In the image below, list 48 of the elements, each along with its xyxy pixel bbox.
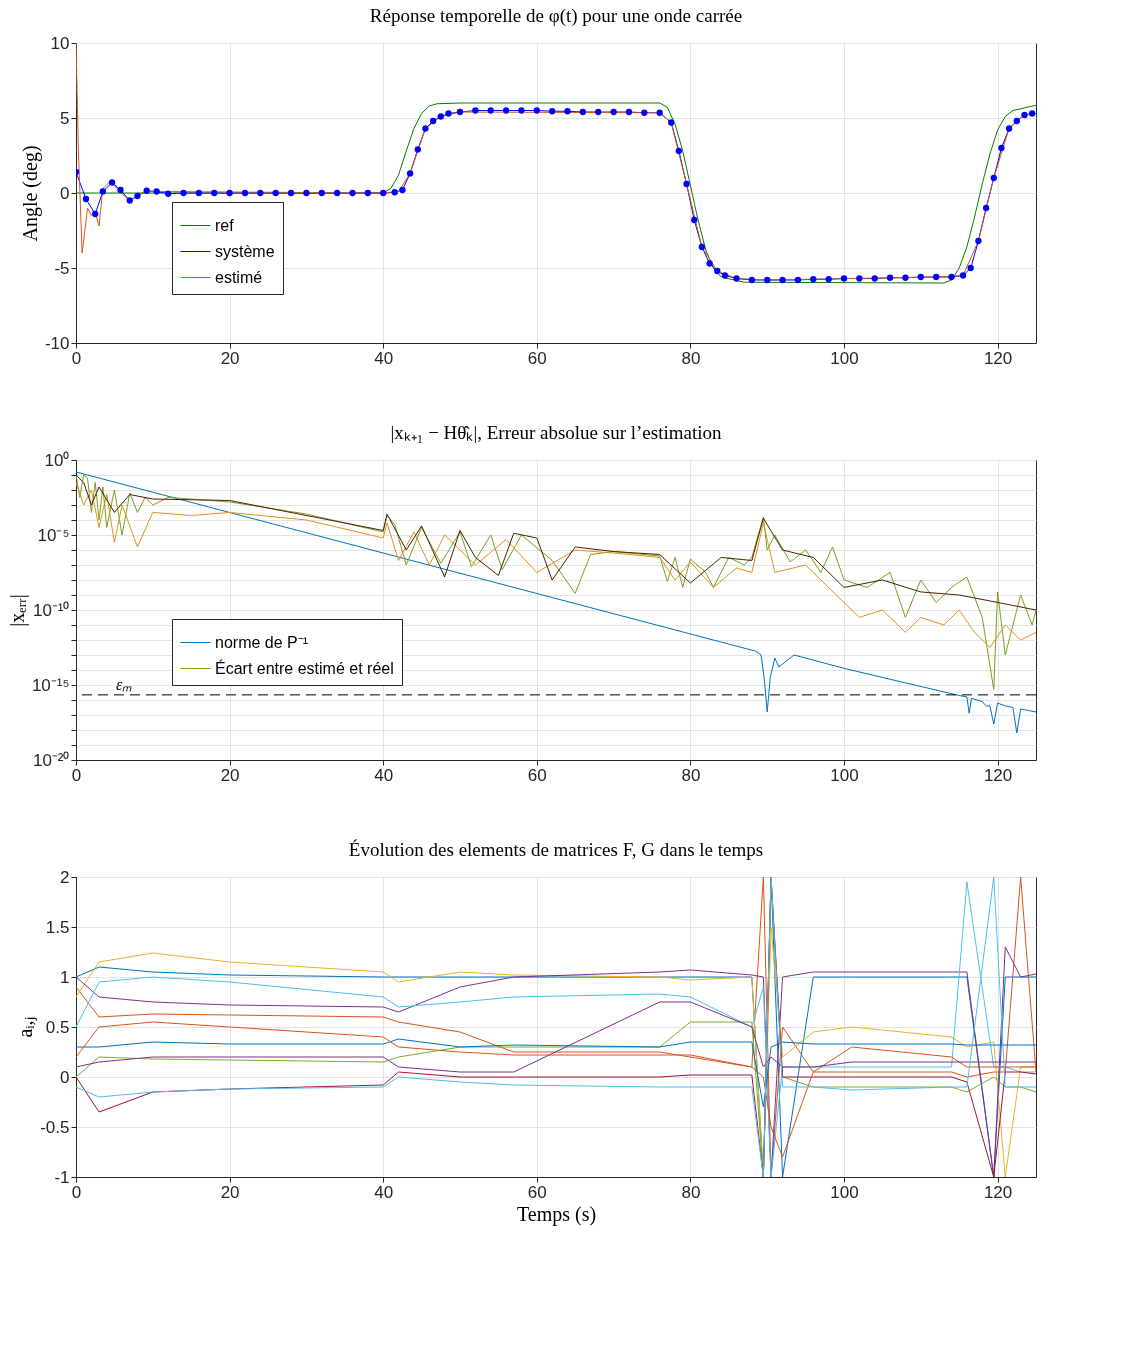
y-tick-label: 10⁻¹⁰ xyxy=(32,600,70,620)
chart-title: Évolution des elements de matrices F, G dans le temps xyxy=(348,839,764,860)
x-tick-label: 40 xyxy=(374,348,394,368)
chart-title: Réponse temporelle de φ(t) pour une onde carrée xyxy=(369,5,743,27)
y-tick-label: -5 xyxy=(54,258,70,278)
legend-label: ref xyxy=(215,216,235,234)
y-tick-label: 10⁻⁵ xyxy=(37,525,70,545)
x-tick-label: 100 xyxy=(830,765,859,785)
x-tick-label: 20 xyxy=(220,1182,240,1202)
x-tick-label: 120 xyxy=(983,1182,1013,1202)
y-tick-label: -10 xyxy=(44,333,70,353)
y-tick-label: 10⁰ xyxy=(44,450,70,470)
y-axis-title: aᵢ,ⱼ xyxy=(14,1017,38,1038)
y-tick-label: 5 xyxy=(60,108,70,128)
y-tick-label: 0 xyxy=(60,1067,70,1087)
x-tick-label: 40 xyxy=(374,1182,394,1202)
legend-label: estimé xyxy=(215,268,263,286)
x-tick-label: 80 xyxy=(681,765,701,785)
x-axis-title: Temps (s) xyxy=(516,1202,597,1226)
y-axis-title: |xₑᵣᵣ| xyxy=(5,594,29,627)
ref-line-label: εₘ xyxy=(116,675,133,693)
y-tick-label: 0.5 xyxy=(45,1017,70,1037)
y-tick-label: 1 xyxy=(60,967,70,987)
x-tick-label: 100 xyxy=(830,348,859,368)
x-tick-label: 80 xyxy=(681,1182,701,1202)
x-tick-label: 60 xyxy=(527,1182,547,1202)
y-tick-label: 10⁻²⁰ xyxy=(32,750,70,770)
x-tick-label: 120 xyxy=(983,348,1013,368)
y-tick-label: -1 xyxy=(54,1167,70,1187)
y-tick-label: 10 xyxy=(50,33,70,53)
chart-title: |xₖ₊₁ − Hθ̂ₖ|, Erreur absolue sur l’estimation xyxy=(390,422,723,443)
y-tick-label: 0 xyxy=(60,183,70,203)
x-tick-label: 100 xyxy=(830,1182,859,1202)
x-tick-label: 40 xyxy=(374,765,394,785)
x-tick-label: 80 xyxy=(681,348,701,368)
legend-label: Écart entre estimé et réel xyxy=(215,658,394,677)
y-axis-title: Angle (deg) xyxy=(18,145,42,242)
legend-label: norme de P⁻¹ xyxy=(215,633,309,651)
y-tick-label: 2 xyxy=(60,867,70,887)
x-tick-label: 20 xyxy=(220,765,240,785)
y-tick-label: 1.5 xyxy=(45,917,70,937)
y-tick-label: -0.5 xyxy=(40,1117,70,1137)
x-tick-label: 120 xyxy=(983,765,1013,785)
x-tick-label: 20 xyxy=(220,348,240,368)
legend-label: système xyxy=(215,242,275,260)
y-tick-label: 10⁻¹⁵ xyxy=(31,675,70,695)
x-tick-label: 60 xyxy=(527,765,547,785)
x-tick-label: 60 xyxy=(527,348,547,368)
